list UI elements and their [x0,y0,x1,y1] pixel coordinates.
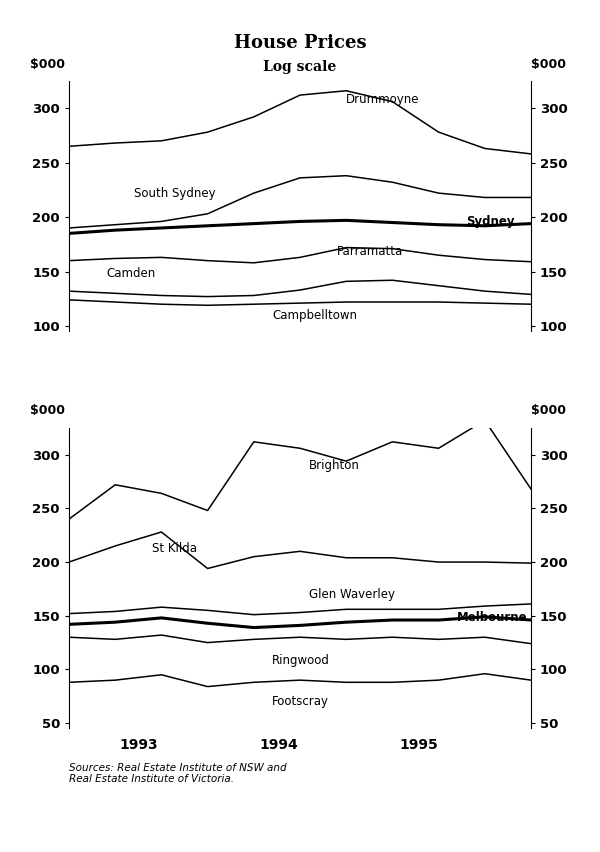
Text: $000: $000 [30,405,65,417]
Text: $000: $000 [530,58,566,71]
Text: Melbourne: Melbourne [457,612,528,625]
Text: Footscray: Footscray [272,695,329,708]
Text: $000: $000 [30,58,65,71]
Text: Camden: Camden [106,268,155,280]
Text: Campbelltown: Campbelltown [272,308,357,321]
Text: Log scale: Log scale [263,60,337,73]
Text: St Kilda: St Kilda [152,542,197,555]
Text: Sources: Real Estate Institute of NSW and
Real Estate Institute of Victoria.: Sources: Real Estate Institute of NSW an… [69,763,287,784]
Text: South Sydney: South Sydney [134,187,215,199]
Text: Brighton: Brighton [309,459,360,472]
Text: $000: $000 [530,405,566,417]
Text: House Prices: House Prices [233,34,367,52]
Text: Drummoyne: Drummoyne [346,93,420,106]
Text: Parramatta: Parramatta [337,245,403,258]
Text: Glen Waverley: Glen Waverley [309,588,395,601]
Text: Sydney: Sydney [466,215,515,228]
Text: Ringwood: Ringwood [272,654,330,667]
